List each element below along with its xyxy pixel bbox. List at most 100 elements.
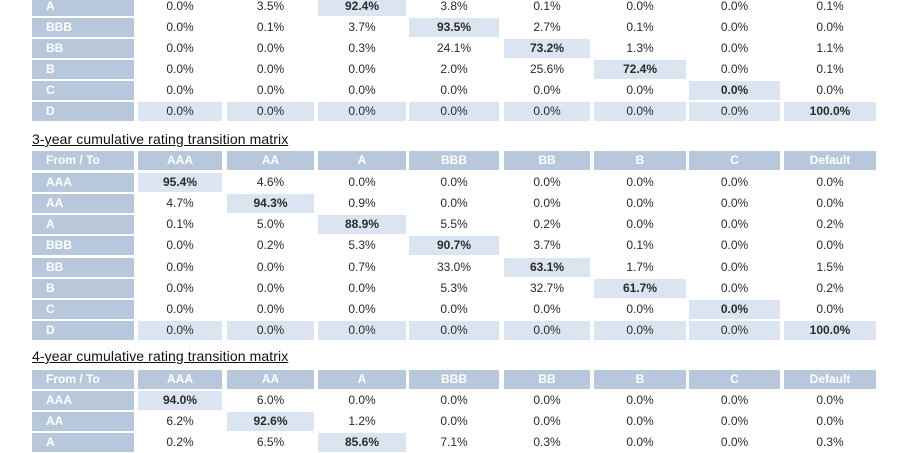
table-row: AAA 95.4% 4.6% 0.0% 0.0% 0.0% 0.0% 0.0% 0.0%	[0, 172, 900, 193]
table-cell: 0.0%	[594, 102, 686, 121]
table-cell: 2.7%	[533, 20, 561, 34]
column-header: Default	[784, 151, 876, 170]
table-cell: 0.0%	[816, 238, 844, 252]
table-cell: 6.5%	[256, 435, 285, 449]
table-cell: 0.0%	[440, 393, 468, 407]
table-cell: 0.2%	[816, 217, 844, 231]
table-cell: 0.1%	[816, 62, 844, 76]
table-row: AAA 94.0% 6.0% 0.0% 0.0% 0.0% 0.0% 0.0% 0.0%	[0, 390, 900, 411]
table-cell: 0.0%	[816, 414, 844, 428]
table-cell: 0.0%	[166, 62, 194, 76]
table-row: A 0.2% 6.5% 85.6% 7.1% 0.3% 0.0% 0.0% 0.3%	[0, 432, 900, 453]
table-cell: 5.3%	[440, 281, 468, 295]
table-cell: 0.0%	[626, 196, 654, 210]
table-cell: 0.0%	[533, 175, 561, 189]
table-row: D 0.0% 0.0% 0.0% 0.0% 0.0% 0.0% 0.0% 100.0%	[0, 320, 900, 341]
row-label: BBB	[32, 18, 134, 37]
column-header: BBB	[409, 151, 499, 170]
table-cell: 0.0%	[348, 175, 376, 189]
row-label: B	[32, 60, 134, 79]
table-cell: 7.1%	[440, 435, 468, 449]
column-header: A	[318, 151, 406, 170]
table-cell: 0.0%	[626, 393, 654, 407]
row-label: BB	[32, 258, 134, 277]
table-cell: 0.0%	[256, 83, 285, 97]
table-cell: 0.0%	[318, 102, 406, 121]
table-cell: 0.0%	[816, 83, 844, 97]
table-cell: 0.0%	[138, 321, 222, 340]
table-cell: 1.7%	[626, 260, 654, 274]
table-cell: 1.1%	[816, 41, 844, 55]
row-label: AA	[32, 194, 134, 213]
row-label: A	[32, 433, 134, 452]
table-cell: 0.3%	[348, 41, 376, 55]
table-cell: 0.0%	[348, 281, 376, 295]
matrix-title: 4-year cumulative rating transition matr…	[32, 348, 289, 364]
table-cell: 0.0%	[689, 321, 780, 340]
table-cell: 0.0%	[626, 175, 654, 189]
table-cell: 0.0%	[138, 102, 222, 121]
table-cell: 95.4%	[138, 173, 222, 192]
column-header: AA	[227, 370, 314, 389]
row-label: C	[32, 300, 134, 319]
row-label: D	[32, 321, 134, 340]
table-cell: 0.1%	[533, 0, 561, 13]
table-cell: 4.7%	[166, 196, 194, 210]
table-cell: 0.0%	[440, 83, 468, 97]
table-row: D 0.0% 0.0% 0.0% 0.0% 0.0% 0.0% 0.0% 100.0%	[0, 101, 900, 122]
table-cell: 0.0%	[440, 175, 468, 189]
column-header: From / To	[32, 151, 134, 170]
table-row: AA 4.7% 94.3% 0.9% 0.0% 0.0% 0.0% 0.0% 0.0%	[0, 193, 900, 214]
table-cell: 0.0%	[816, 196, 844, 210]
table-cell: 0.0%	[626, 302, 654, 316]
table-cell: 0.0%	[626, 0, 654, 13]
table-cell: 32.7%	[529, 281, 565, 295]
table-cell: 63.1%	[504, 258, 590, 277]
table-cell: 0.0%	[594, 321, 686, 340]
row-label: A	[32, 0, 134, 16]
matrix-title: 3-year cumulative rating transition matr…	[32, 131, 289, 147]
table-cell: 94.0%	[138, 391, 222, 410]
table-row: A 0.0% 3.5% 92.4% 3.8% 0.1% 0.0% 0.0% 0.1%	[0, 0, 900, 17]
table-row: B 0.0% 0.0% 0.0% 5.3% 32.7% 61.7% 0.0% 0.2%	[0, 278, 900, 299]
column-header: BB	[504, 151, 590, 170]
table-cell: 0.2%	[816, 281, 844, 295]
table-cell: 88.9%	[318, 215, 406, 234]
table-cell: 25.6%	[529, 62, 565, 76]
table-cell: 0.2%	[533, 217, 561, 231]
table-cell: 0.0%	[689, 300, 780, 319]
table-row: C 0.0% 0.0% 0.0% 0.0% 0.0% 0.0% 0.0% 0.0%	[0, 299, 900, 320]
table-cell: 3.7%	[533, 238, 561, 252]
table-cell: 6.0%	[256, 393, 285, 407]
table-cell: 2.0%	[440, 62, 468, 76]
table-cell: 0.0%	[256, 302, 285, 316]
table-cell: 0.0%	[409, 102, 499, 121]
table-cell: 0.0%	[166, 41, 194, 55]
table-cell: 0.0%	[816, 175, 844, 189]
column-header: BBB	[409, 370, 499, 389]
table-cell: 0.1%	[626, 20, 654, 34]
table-cell: 0.0%	[533, 196, 561, 210]
table-cell: 0.0%	[256, 260, 285, 274]
table-cell: 1.5%	[816, 260, 844, 274]
column-header: BB	[504, 370, 590, 389]
table-cell: 0.0%	[720, 62, 749, 76]
table-cell: 0.0%	[504, 102, 590, 121]
table-cell: 92.4%	[318, 0, 406, 16]
table-header-row: From / To AAA AA A BBB BB B C Default	[0, 369, 900, 390]
column-header: AAA	[138, 370, 222, 389]
table-cell: 0.0%	[720, 414, 749, 428]
table-cell: 3.5%	[256, 0, 285, 13]
table-row: BB 0.0% 0.0% 0.3% 24.1% 73.2% 1.3% 0.0% 1.1%	[0, 38, 900, 59]
table-cell: 0.0%	[256, 281, 285, 295]
table-cell: 5.0%	[256, 217, 285, 231]
table-cell: 0.7%	[348, 260, 376, 274]
column-header: B	[594, 151, 686, 170]
table-cell: 33.0%	[436, 260, 472, 274]
table-cell: 0.0%	[816, 393, 844, 407]
table-cell: 4.6%	[256, 175, 285, 189]
table-cell: 94.3%	[227, 194, 314, 213]
table-cell: 0.0%	[533, 83, 561, 97]
table-cell: 0.0%	[440, 302, 468, 316]
table-cell: 0.0%	[720, 175, 749, 189]
